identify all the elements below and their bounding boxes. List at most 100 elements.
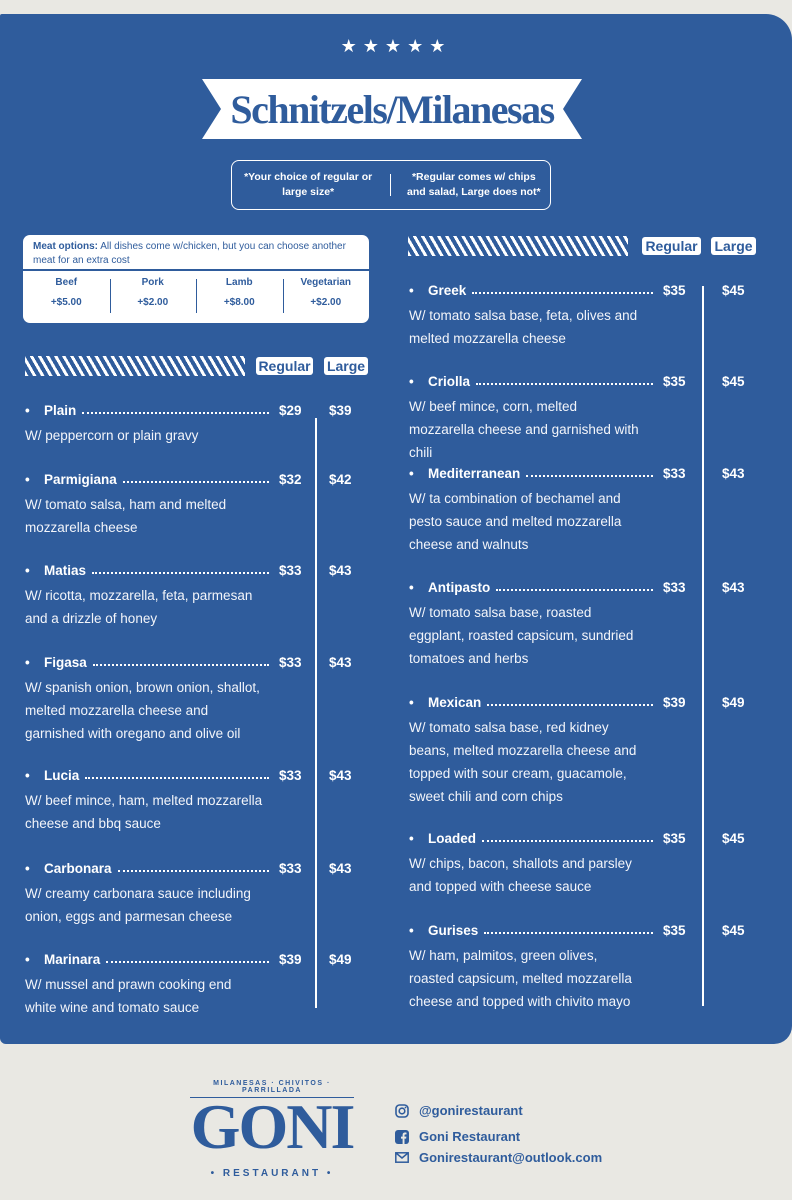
- meat-option-pork: Pork +$2.00: [109, 277, 197, 313]
- menu-item-description: W/ beef mince, corn, melted mozzarella c…: [409, 399, 639, 460]
- menu-item: • Greek $35 $45 W/ tomato salsa base, feta, …: [409, 283, 759, 363]
- menu-item: • Carbonara $33 $43 W/ creamy carbonara sauc…: [25, 861, 370, 941]
- price-regular: $35: [663, 923, 686, 938]
- menu-item-title: Loaded: [428, 831, 477, 846]
- title-banner: Schnitzels/Milanesas: [202, 79, 582, 139]
- price-large: $45: [722, 374, 745, 389]
- menu-item-description: W/ ta combination of bechamel and pesto …: [409, 491, 622, 552]
- menu-item-name: • Criolla: [409, 374, 470, 389]
- menu-item-description: W/ mussel and prawn cooking end white wi…: [25, 977, 232, 1015]
- price-large: $43: [722, 466, 745, 481]
- price-large: $45: [722, 923, 745, 938]
- price-regular: $35: [663, 374, 686, 389]
- meat-option-name: Lamb: [225, 277, 253, 288]
- size-notes: *Your choice of regular or large size* *…: [231, 160, 551, 210]
- price-regular: $29: [279, 403, 302, 418]
- leader-dots: [476, 383, 653, 385]
- leader-dots: [106, 961, 269, 963]
- menu-item-name: • Matias: [25, 563, 86, 578]
- price-large: $43: [722, 580, 745, 595]
- menu-item-name: • Mexican: [409, 695, 481, 710]
- menu-item-name: • Parmigiana: [25, 472, 117, 487]
- price-regular: $33: [663, 580, 686, 595]
- meat-options-divider: [23, 269, 369, 271]
- note-size-choice: *Your choice of regular or large size*: [244, 171, 373, 198]
- menu-item: • Matias $33 $43 W/ ricotta, mozzarella, fet…: [25, 563, 370, 643]
- price-large: $43: [329, 655, 352, 670]
- price-regular: $39: [279, 952, 302, 967]
- menu-item-name: • Loaded: [409, 831, 476, 846]
- price-large: $43: [329, 861, 352, 876]
- menu-panel: [0, 14, 792, 1044]
- menu-item: • Figasa $33 $43 W/ spanish onion, brown oni…: [25, 655, 370, 741]
- price-regular: $35: [663, 283, 686, 298]
- price-regular: $32: [279, 472, 302, 487]
- menu-item-title: Gurises: [428, 923, 479, 938]
- price-large: $49: [329, 952, 352, 967]
- meat-options-box: Meat options: All dishes come w/chicken,…: [23, 235, 369, 323]
- meat-option-vegetarian: Vegetarian +$2.00: [282, 277, 370, 313]
- menu-item-title: Greek: [428, 283, 467, 298]
- right-regular-label: Regular: [642, 237, 701, 255]
- menu-item-description: W/ tomato salsa base, feta, olives and m…: [409, 308, 638, 346]
- leader-dots: [92, 572, 269, 574]
- price-large: $45: [722, 831, 745, 846]
- price-large: $43: [329, 563, 352, 578]
- bullet-icon: •: [409, 466, 414, 481]
- menu-item-title: Carbonara: [44, 861, 112, 876]
- menu-item-description: W/ beef mince, ham, melted mozzarella ch…: [25, 793, 263, 831]
- social-instagram[interactable]: @gonirestaurant: [395, 1103, 523, 1118]
- menu-item-title: Plain: [44, 403, 77, 418]
- menu-item: • Mexican $39 $49 W/ tomato salsa base, red …: [409, 695, 759, 804]
- bullet-icon: •: [409, 923, 414, 938]
- bullet-icon: •: [25, 861, 30, 876]
- left-stripes-decoration: [25, 356, 245, 376]
- price-large: $45: [722, 283, 745, 298]
- menu-item-description: W/ tomato salsa, ham and melted mozzarel…: [25, 497, 227, 535]
- right-large-label: Large: [711, 237, 756, 255]
- menu-item: • Criolla $35 $45 W/ beef mince, corn, melte…: [409, 374, 759, 460]
- meat-option-name: Beef: [55, 277, 78, 288]
- menu-item: • Gurises $35 $45 W/ ham, palmitos, green ol…: [409, 923, 759, 1009]
- price-large: $49: [722, 695, 745, 710]
- leader-dots: [123, 481, 269, 483]
- menu-item-title: Criolla: [428, 374, 471, 389]
- menu-item-title: Mediterranean: [428, 466, 521, 481]
- bullet-icon: •: [25, 952, 30, 967]
- menu-item-description: W/ ham, palmitos, green olives, roasted …: [409, 948, 632, 1009]
- meat-options-label: Meat options:: [33, 241, 98, 252]
- note-regular-includes: *Regular comes w/ chips and salad, Large…: [407, 171, 541, 198]
- menu-item-description: W/ tomato salsa base, red kidney beans, …: [409, 720, 637, 804]
- leader-dots: [93, 664, 269, 666]
- menu-item-name: • Carbonara: [25, 861, 112, 876]
- right-price-divider: [702, 286, 704, 1006]
- social-email[interactable]: Gonirestaurant@outlook.com: [395, 1150, 602, 1165]
- menu-item-title: Lucia: [44, 768, 80, 783]
- menu-item-description: W/ tomato salsa base, roasted eggplant, …: [409, 605, 634, 666]
- menu-item-title: Figasa: [44, 655, 87, 670]
- menu-item-title: Parmigiana: [44, 472, 117, 487]
- page-title: Schnitzels/Milanesas: [230, 86, 555, 132]
- social-facebook[interactable]: Goni Restaurant: [395, 1129, 520, 1144]
- meat-option-name: Vegetarian: [300, 277, 352, 288]
- meat-option-name: Pork: [141, 277, 164, 288]
- left-regular-label: Regular: [256, 357, 313, 375]
- price-regular: $33: [279, 861, 302, 876]
- price-regular: $39: [663, 695, 686, 710]
- email-icon: [395, 1151, 409, 1165]
- bullet-icon: •: [409, 580, 414, 595]
- leader-dots: [482, 840, 653, 842]
- price-regular: $33: [279, 768, 302, 783]
- menu-item: • Marinara $39 $49 W/ mussel and prawn cooki…: [25, 952, 370, 1032]
- menu-item-description: W/ ricotta, mozzarella, feta, parmesan a…: [25, 588, 253, 626]
- meat-option-lamb: Lamb +$8.00: [196, 277, 283, 313]
- leader-dots: [496, 589, 653, 591]
- menu-item-name: • Mediterranean: [409, 466, 520, 481]
- meat-option-beef: Beef +$5.00: [23, 277, 110, 308]
- bullet-icon: •: [409, 831, 414, 846]
- leader-dots: [484, 932, 653, 934]
- menu-item-title: Marinara: [44, 952, 101, 967]
- leader-dots: [487, 704, 653, 706]
- logo-name: GONI: [190, 1091, 356, 1162]
- menu-item-name: • Marinara: [25, 952, 100, 967]
